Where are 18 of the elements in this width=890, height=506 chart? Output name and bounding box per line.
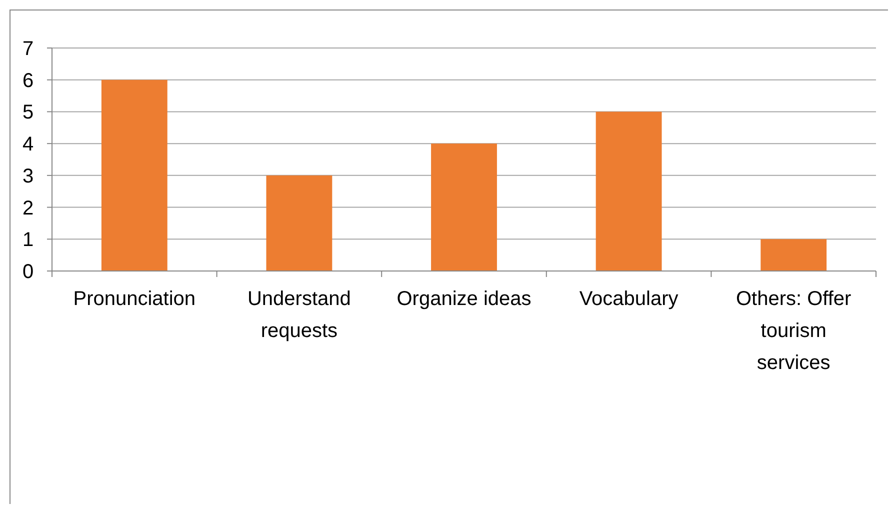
y-tick-label: 3 [22, 165, 34, 188]
y-tick-label: 0 [22, 261, 34, 283]
y-tick-label: 2 [22, 197, 34, 220]
y-tick-label: 5 [22, 102, 34, 124]
y-tick-label: 4 [22, 134, 34, 156]
x-tick-label: Organize ideas [396, 288, 532, 310]
y-tick-label: 1 [22, 229, 34, 252]
bar [266, 175, 332, 271]
bar [760, 239, 827, 271]
x-tick-label: Vocabulary [579, 288, 678, 310]
bar [596, 112, 662, 271]
bar [431, 144, 497, 271]
bar [101, 80, 168, 271]
y-tick-label: 7 [22, 38, 34, 60]
x-tick-label: Others: Offer tourism services [736, 288, 852, 374]
x-tick-label: Pronunciation [73, 288, 196, 310]
x-tick-label: Understand requests [247, 288, 351, 342]
y-tick-label: 6 [22, 70, 34, 92]
